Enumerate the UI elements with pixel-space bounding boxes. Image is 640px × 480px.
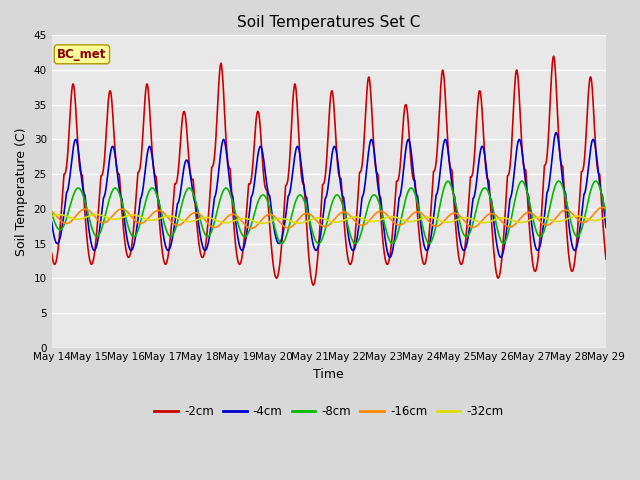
Y-axis label: Soil Temperature (C): Soil Temperature (C) (15, 127, 28, 256)
Legend: -2cm, -4cm, -8cm, -16cm, -32cm: -2cm, -4cm, -8cm, -16cm, -32cm (150, 400, 508, 423)
X-axis label: Time: Time (314, 368, 344, 381)
Title: Soil Temperatures Set C: Soil Temperatures Set C (237, 15, 420, 30)
Text: BC_met: BC_met (57, 48, 107, 61)
